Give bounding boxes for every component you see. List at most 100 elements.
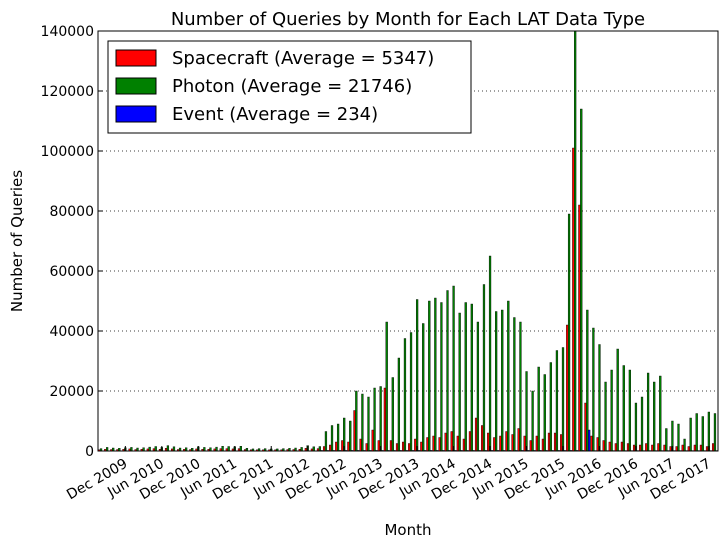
bar <box>373 387 376 452</box>
bar <box>588 429 591 452</box>
bar <box>705 446 709 452</box>
bar <box>505 431 508 452</box>
bar <box>634 402 638 452</box>
bar <box>154 446 157 452</box>
legend-swatch <box>115 49 157 67</box>
bar <box>511 434 514 452</box>
bar <box>596 437 599 452</box>
y-tick-label: 100000 <box>41 144 94 160</box>
bar <box>215 446 218 452</box>
chart-title: Number of Queries by Month for Each LAT … <box>171 9 645 30</box>
bar <box>409 332 413 452</box>
bar <box>434 297 437 452</box>
bar <box>408 443 411 452</box>
y-tick-label: 0 <box>85 444 94 460</box>
bar <box>669 446 672 452</box>
bar <box>488 255 492 452</box>
bar <box>203 447 206 452</box>
bar <box>130 447 133 452</box>
bar <box>377 440 380 452</box>
bar <box>499 435 502 452</box>
bar <box>543 374 546 452</box>
bar <box>681 444 684 452</box>
legend-swatch <box>115 77 157 95</box>
bar <box>632 444 636 452</box>
bar <box>646 372 650 452</box>
bar <box>172 446 176 452</box>
bar <box>420 441 423 452</box>
bar <box>561 347 565 452</box>
bar <box>645 443 648 452</box>
y-tick-label: 40000 <box>49 324 94 340</box>
bar <box>395 443 399 452</box>
bar <box>574 30 577 452</box>
bar <box>468 431 472 452</box>
bar <box>335 441 338 452</box>
bar <box>507 300 510 452</box>
bar <box>452 285 455 452</box>
bar <box>330 425 334 452</box>
bar <box>640 396 644 452</box>
x-axis-label: Month <box>384 521 431 539</box>
bar <box>385 321 388 452</box>
bar <box>590 435 593 452</box>
bar <box>537 366 540 452</box>
bar <box>555 350 559 452</box>
bar <box>608 441 611 452</box>
bar <box>572 147 575 452</box>
y-tick-label: 120000 <box>41 84 94 100</box>
bar <box>659 375 662 452</box>
bar <box>148 446 151 452</box>
bar <box>438 437 441 452</box>
bar <box>626 443 630 452</box>
legend: Spacecraft (Average = 5347) Photon (Avera… <box>107 40 472 134</box>
bar <box>379 386 382 452</box>
bar <box>687 446 690 452</box>
bar <box>695 413 698 452</box>
bar <box>693 444 697 452</box>
bar <box>707 411 711 452</box>
bar <box>665 428 668 452</box>
bar <box>620 441 624 452</box>
bar <box>329 444 332 452</box>
bar <box>444 432 447 452</box>
bar <box>495 311 498 452</box>
bar <box>610 369 613 452</box>
bar <box>403 338 407 452</box>
bar <box>553 432 557 452</box>
bar <box>476 321 480 452</box>
bar <box>312 446 315 452</box>
bar <box>221 446 224 452</box>
bar <box>547 432 551 452</box>
bar <box>701 416 704 452</box>
bar <box>336 423 340 452</box>
legend-swatch <box>115 105 157 123</box>
bar <box>353 410 356 452</box>
bar <box>227 446 230 452</box>
bar <box>713 413 717 452</box>
bar <box>355 390 358 452</box>
bar <box>653 381 656 452</box>
bar <box>239 446 242 452</box>
bar <box>602 440 605 452</box>
bar <box>584 402 587 452</box>
bar <box>651 444 654 452</box>
bar <box>657 443 660 452</box>
bar <box>531 390 534 452</box>
y-tick-label: 20000 <box>49 384 94 400</box>
bar <box>324 431 328 452</box>
bar <box>341 440 344 452</box>
bar <box>614 443 617 452</box>
bar <box>371 429 374 452</box>
bar <box>428 300 431 452</box>
bar <box>482 284 486 452</box>
bar <box>501 309 504 452</box>
bar <box>604 381 607 452</box>
bar <box>389 440 393 452</box>
bar <box>628 369 631 452</box>
bar <box>166 445 170 452</box>
bar <box>578 204 581 452</box>
y-tick-label: 60000 <box>49 264 94 280</box>
legend-label: Spacecraft (Average = 5347) <box>172 48 434 69</box>
bar <box>440 302 443 452</box>
